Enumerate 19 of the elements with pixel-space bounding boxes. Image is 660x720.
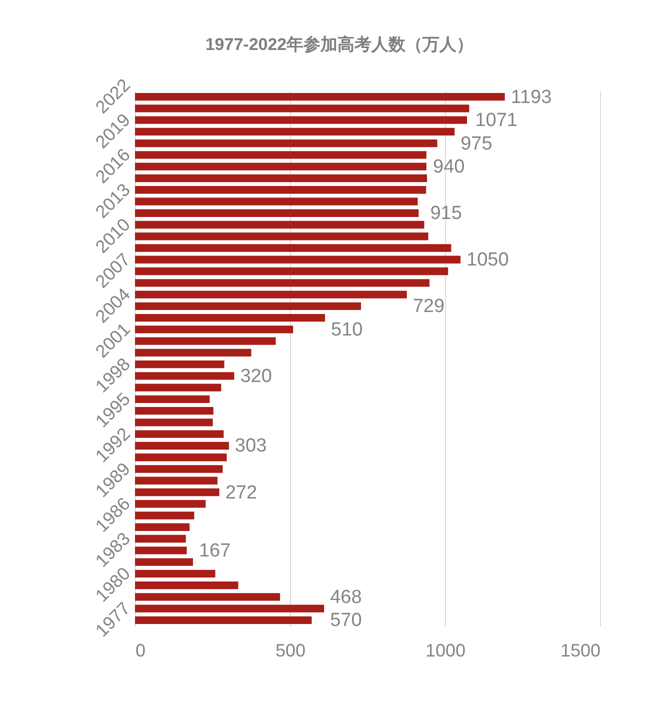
- x-tick-label: 500: [275, 640, 306, 660]
- data-label: 510: [331, 319, 363, 340]
- data-label: 729: [412, 296, 445, 318]
- data-label: 1193: [510, 86, 552, 108]
- data-label: 1071: [475, 110, 518, 132]
- data-label: 320: [240, 366, 272, 387]
- x-tick-label: 1500: [560, 640, 600, 660]
- chart-title: 1977-2022年参加高考人数（万人）: [205, 34, 474, 54]
- data-label: 167: [198, 540, 231, 562]
- x-tick-label: 1000: [425, 640, 466, 660]
- data-label: 940: [433, 156, 465, 178]
- data-label: 915: [430, 203, 462, 224]
- x-tick-label: 0: [136, 640, 146, 660]
- data-label: 570: [330, 610, 362, 632]
- data-label: 468: [330, 586, 362, 608]
- data-label: 272: [225, 482, 258, 504]
- data-label: 303: [234, 436, 267, 457]
- data-label: 975: [460, 133, 492, 154]
- data-label: 1050: [466, 250, 509, 271]
